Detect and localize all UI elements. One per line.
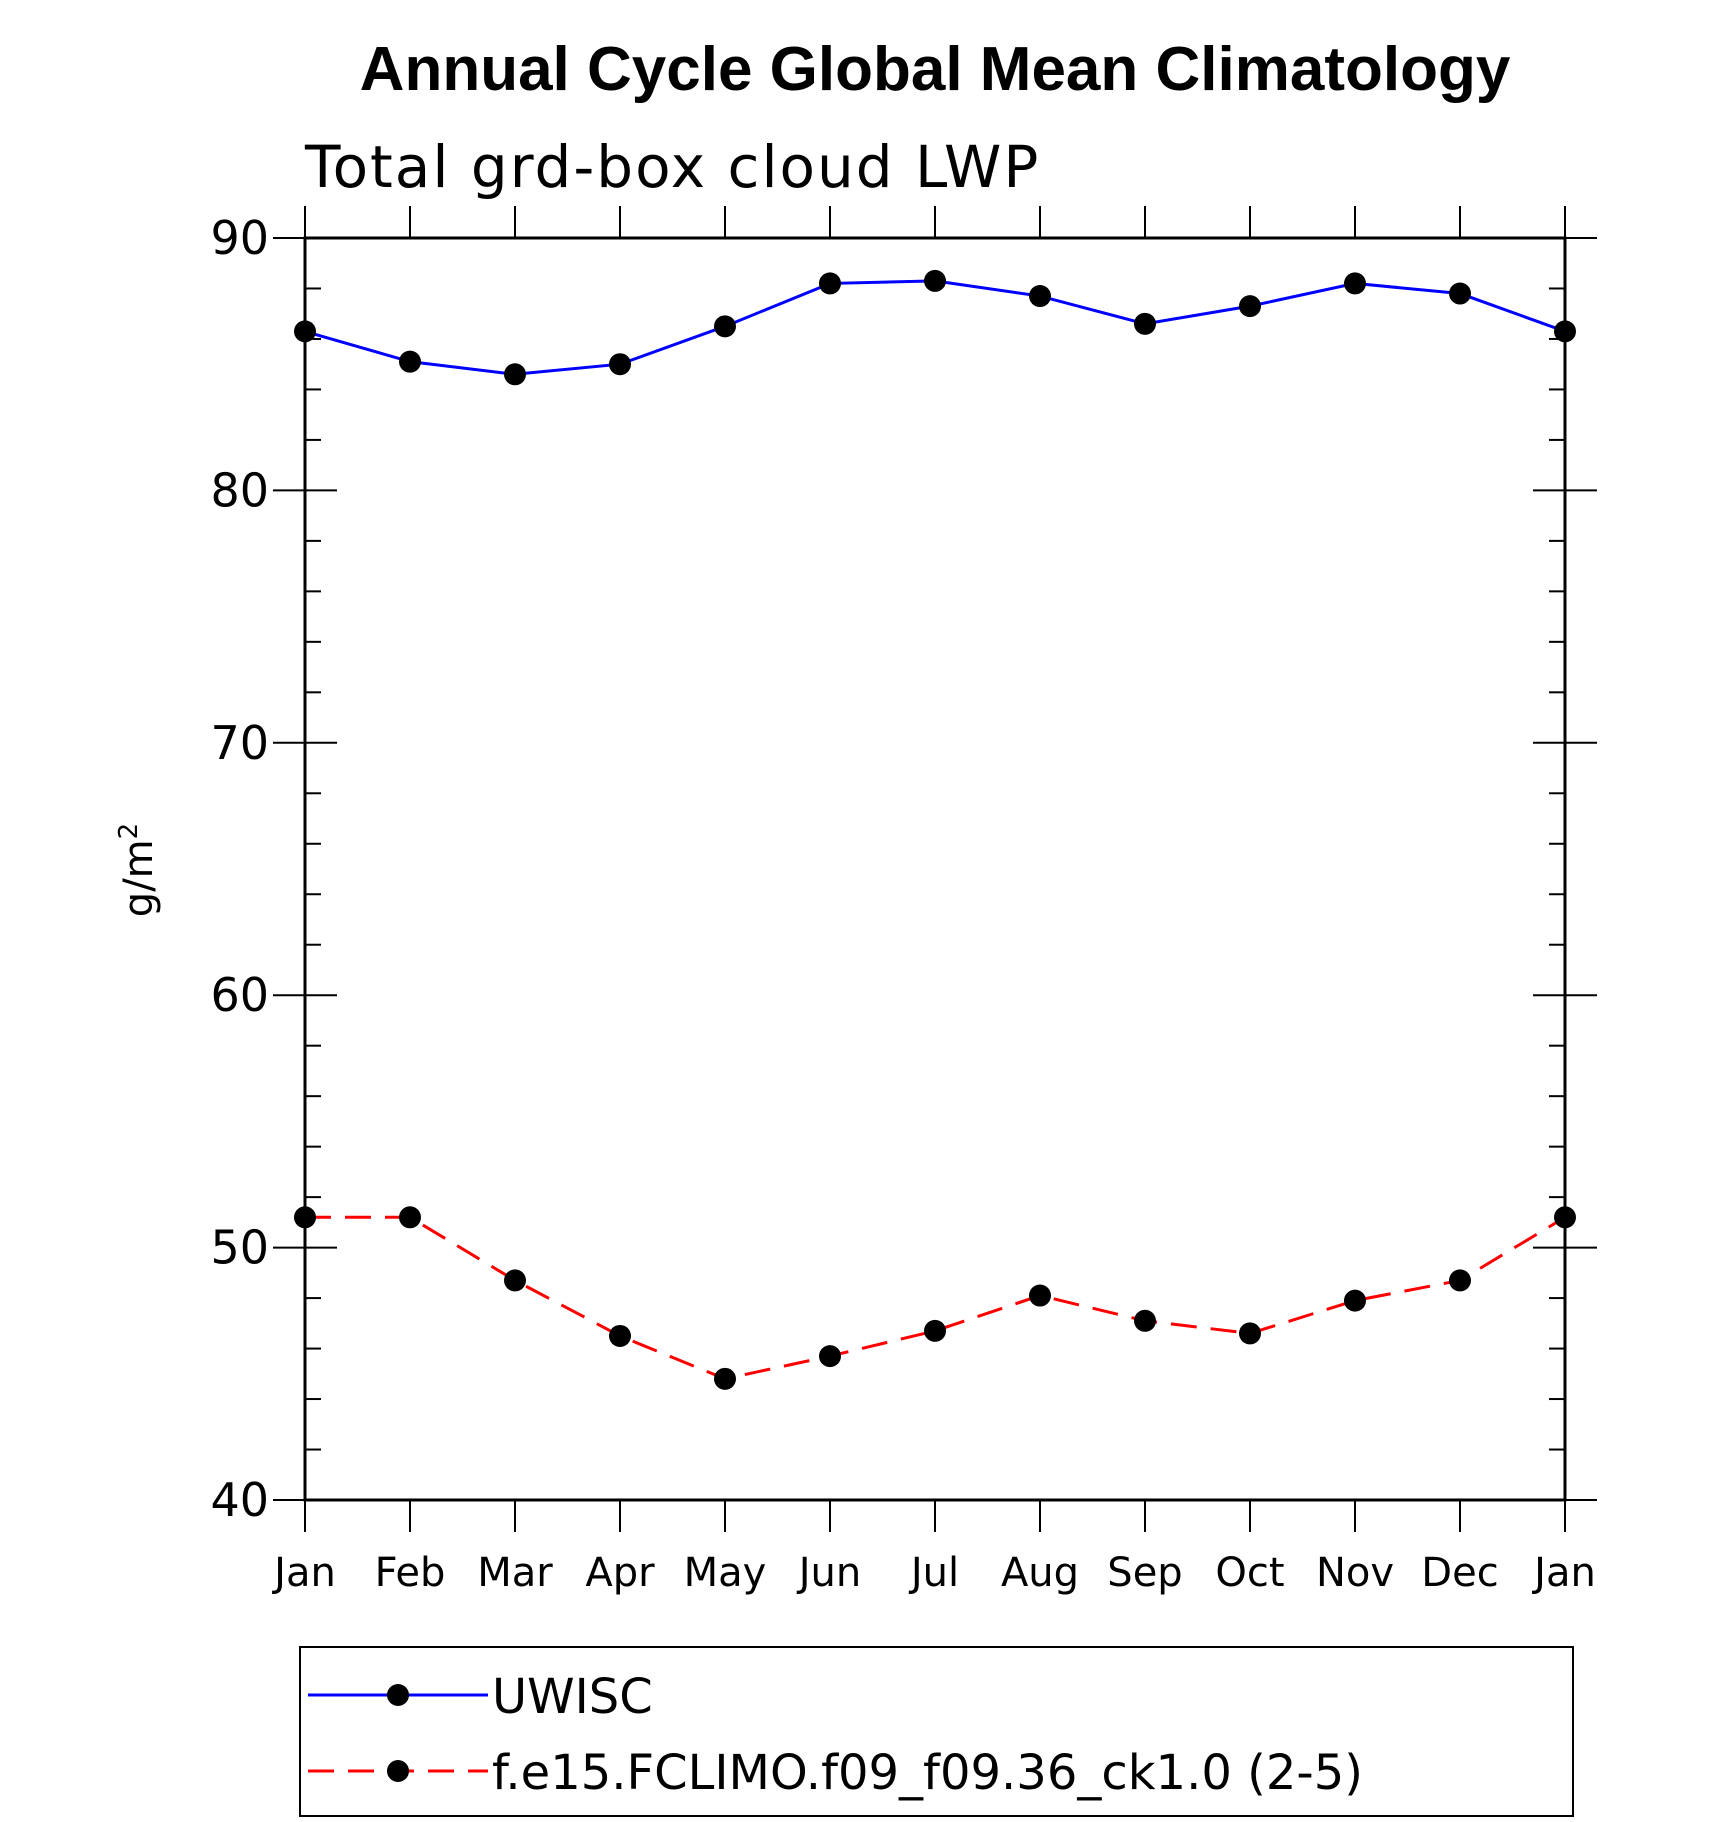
x-tick-label: Oct [1215, 1550, 1284, 1596]
axis-ticks [273, 206, 1597, 1532]
data-point-series-1 [1239, 1322, 1261, 1345]
data-point-series-0 [609, 353, 631, 376]
y-tick-label: 70 [210, 716, 269, 770]
data-point-series-1 [819, 1345, 841, 1368]
legend-label-uwisc: UWISC [492, 1669, 653, 1725]
x-tick-label: Dec [1421, 1550, 1498, 1596]
x-tick-label: Jan [1531, 1550, 1596, 1596]
data-point-series-0 [1554, 320, 1576, 343]
x-tick-label: Jan [271, 1550, 336, 1596]
x-tick-label: Jul [908, 1550, 959, 1596]
data-point-series-1 [504, 1269, 526, 1292]
data-point-series-1 [1554, 1206, 1576, 1229]
data-point-series-1 [399, 1206, 421, 1229]
legend-label-model: f.e15.FCLIMO.f09_f09.36_ck1.0 (2-5) [492, 1745, 1363, 1801]
data-point-series-0 [924, 269, 946, 292]
y-tick-label: 60 [210, 968, 269, 1022]
series-layer [294, 269, 1576, 1390]
chart-title: Annual Cycle Global Mean Climatology [360, 35, 1511, 104]
y-tick-label: 50 [210, 1221, 269, 1275]
data-point-series-0 [294, 320, 316, 343]
data-point-series-1 [924, 1319, 946, 1342]
x-tick-label: Feb [375, 1550, 446, 1596]
data-point-series-1 [294, 1206, 316, 1229]
data-point-series-0 [504, 363, 526, 386]
x-tick-labels: Jan Feb Mar Apr May Jun Jul Aug Sep Oct Nov Dec Jan [271, 1550, 1596, 1596]
series-line-0 [304, 279, 1566, 376]
plot-area-frame [303, 236, 1567, 1502]
y-tick-labels: 40 50 60 70 80 90 [210, 211, 269, 1527]
data-point-series-1 [1134, 1309, 1156, 1332]
y-axis-label-unit: g/m [116, 839, 162, 917]
data-point-series-0 [1134, 312, 1156, 335]
x-tick-label: Mar [477, 1550, 553, 1596]
legend-marker-model [387, 1760, 409, 1782]
x-tick-label: Jun [796, 1550, 862, 1596]
data-point-series-0 [1449, 282, 1471, 305]
legend: UWISC f.e15.FCLIMO.f09_f09.36_ck1.0 (2-5… [299, 1646, 1574, 1817]
chart-subtitle: Total grd-box cloud LWP [304, 133, 1040, 201]
y-axis-label-exponent: 2 [114, 823, 144, 840]
x-tick-label: Nov [1316, 1550, 1394, 1596]
x-tick-label: Aug [1001, 1550, 1079, 1596]
data-point-series-1 [609, 1324, 631, 1347]
y-tick-label: 90 [210, 211, 269, 265]
y-tick-label: 80 [210, 463, 269, 517]
data-point-series-1 [714, 1367, 736, 1390]
legend-marker-uwisc [387, 1684, 409, 1706]
data-point-series-1 [1449, 1269, 1471, 1292]
data-point-series-1 [1029, 1284, 1051, 1307]
data-point-series-0 [1344, 272, 1366, 295]
data-point-series-0 [399, 350, 421, 373]
series-line-1 [305, 1215, 1566, 1381]
legend-frame [299, 1646, 1574, 1817]
x-tick-label: May [684, 1550, 767, 1596]
data-point-series-0 [1029, 285, 1051, 308]
x-tick-label: Sep [1107, 1550, 1182, 1596]
x-tick-label: Apr [585, 1550, 655, 1596]
data-point-series-0 [819, 272, 841, 295]
data-point-series-0 [714, 315, 736, 338]
y-tick-label: 40 [210, 1473, 269, 1527]
data-point-series-1 [1344, 1289, 1366, 1312]
data-point-series-0 [1239, 295, 1261, 318]
y-axis-label: g/m2 [114, 823, 162, 917]
